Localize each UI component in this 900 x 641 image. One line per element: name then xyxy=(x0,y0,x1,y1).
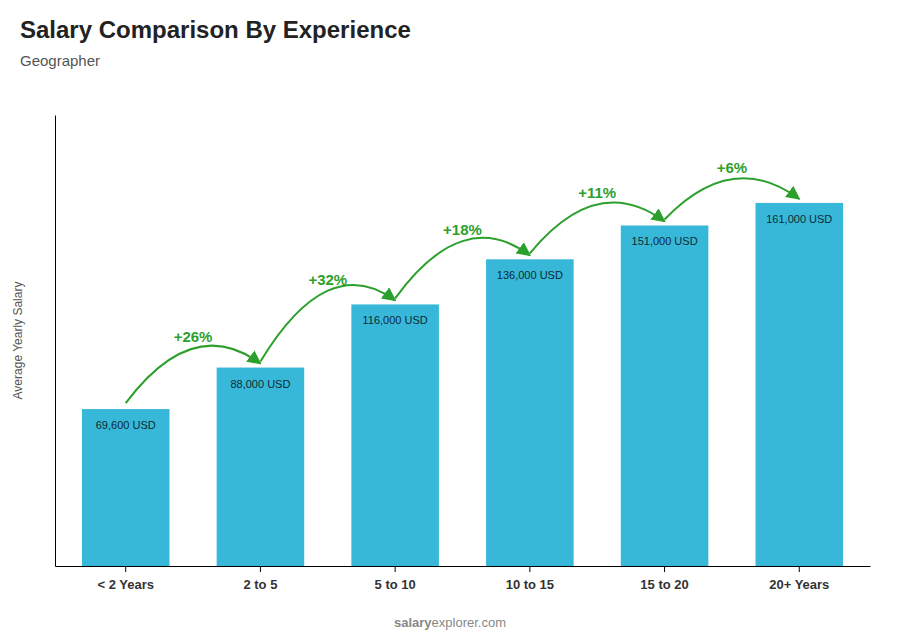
x-tick-mark xyxy=(529,566,530,572)
data-label: 151,000 USD xyxy=(632,235,698,247)
bar xyxy=(755,203,843,566)
x-tick-mark xyxy=(395,566,396,572)
x-tick: 15 to 20 xyxy=(640,566,688,592)
x-tick-label: 5 to 10 xyxy=(375,577,416,592)
x-tick-label: 10 to 15 xyxy=(506,577,554,592)
bar xyxy=(82,409,170,566)
data-label: 116,000 USD xyxy=(363,314,428,326)
footer-part: salary xyxy=(394,615,432,630)
x-tick-mark xyxy=(260,566,261,572)
change-label: +26% xyxy=(174,328,213,345)
x-tick-mark xyxy=(125,566,126,572)
footer-part: explorer.com xyxy=(432,615,506,630)
data-label: 136,000 USD xyxy=(497,269,563,281)
change-label: +6% xyxy=(717,159,747,176)
change-arrow xyxy=(665,178,800,219)
data-labels: 69,600 USD 88,000 USD 116,000 USD 136,000 U… xyxy=(96,213,833,431)
bar xyxy=(351,304,439,566)
chart: Salary Comparison By Experience Geographe… xyxy=(0,0,900,641)
x-tick: 2 to 5 xyxy=(243,566,277,592)
change-arrow xyxy=(126,346,261,403)
x-tick-mark xyxy=(799,566,800,572)
subtitle: Geographer xyxy=(20,52,100,69)
x-tick-label: 2 to 5 xyxy=(243,577,277,592)
x-tick-label: < 2 Years xyxy=(97,577,154,592)
x-tick: 20+ Years xyxy=(769,566,829,592)
change-label: +32% xyxy=(308,271,347,288)
bar xyxy=(217,368,305,566)
x-tick-label: 15 to 20 xyxy=(640,577,688,592)
change-arrow xyxy=(395,238,530,299)
title: Salary Comparison By Experience xyxy=(20,16,411,43)
x-axis-line xyxy=(56,566,871,567)
x-axis: < 2 Years 2 to 5 5 to 10 10 to 15 15 to 20 20… xyxy=(56,566,871,592)
annotations: +26% +32% +18% +11% +6% xyxy=(126,159,800,403)
data-label: 88,000 USD xyxy=(230,378,290,390)
change-label: +18% xyxy=(443,221,482,238)
y-axis xyxy=(55,116,56,567)
change-arrow xyxy=(530,203,665,254)
x-tick-label: 20+ Years xyxy=(769,577,829,592)
footer: salaryexplorer.com xyxy=(394,615,506,630)
bar xyxy=(621,225,709,566)
change-arrow xyxy=(260,285,395,362)
y-axis-line xyxy=(55,116,56,567)
x-tick-mark xyxy=(664,566,665,572)
y-axis-label: Average Yearly Salary xyxy=(11,282,25,400)
x-tick: 10 to 15 xyxy=(506,566,554,592)
plot: < 2 Years 2 to 5 5 to 10 10 to 15 15 to 20 20… xyxy=(56,116,871,593)
bars xyxy=(82,203,843,566)
change-label: +11% xyxy=(578,184,616,201)
x-tick: 5 to 10 xyxy=(375,566,416,592)
bar xyxy=(486,259,574,566)
data-label: 161,000 USD xyxy=(766,213,832,225)
x-tick: < 2 Years xyxy=(97,566,154,592)
data-label: 69,600 USD xyxy=(96,419,156,431)
